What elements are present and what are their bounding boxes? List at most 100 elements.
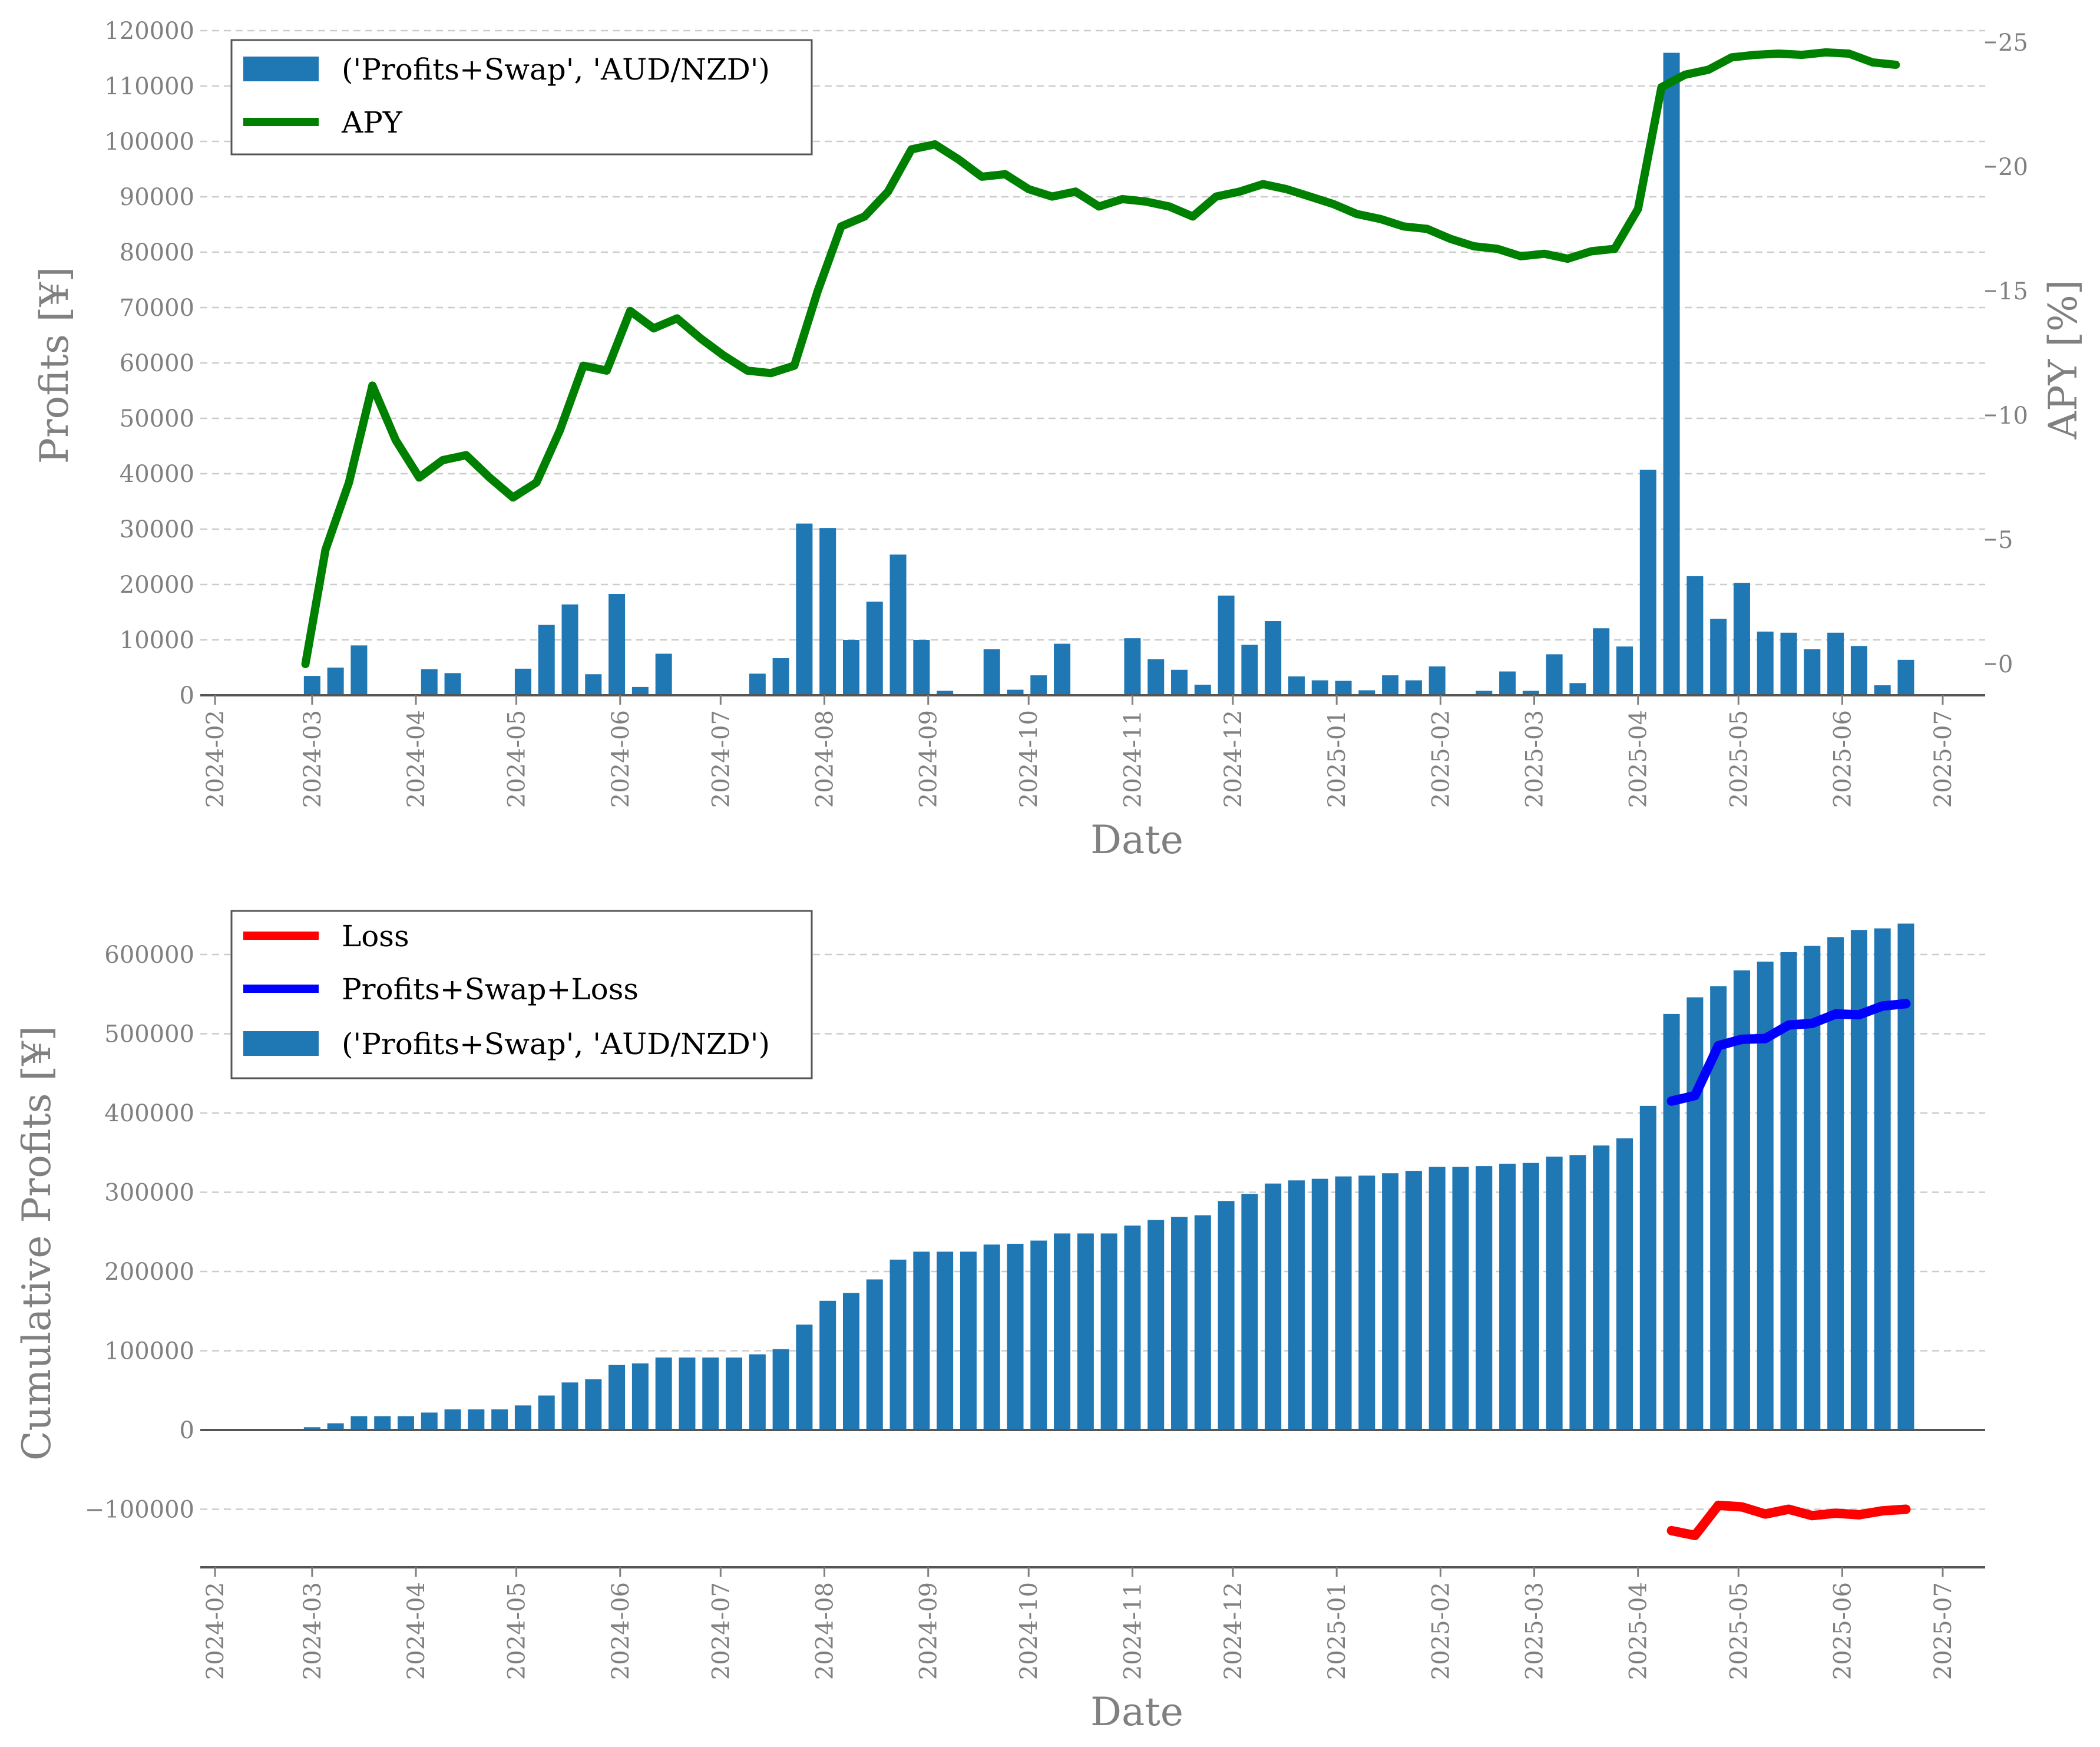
y-tick-label: 110000: [104, 73, 194, 100]
y2-tick-label: 10: [1998, 402, 2028, 430]
x-tick-label: 2024-11: [1119, 1582, 1146, 1680]
bar: [1522, 1163, 1539, 1430]
bar: [1569, 1155, 1586, 1430]
y-tick-label: 10000: [120, 627, 194, 654]
bar: [772, 658, 789, 695]
x-tick-label: 2025-03: [1522, 1582, 1549, 1680]
bar: [1757, 631, 1774, 695]
top-chart-bars: [303, 52, 1914, 696]
top-chart-y2-axis-label: APY [%]: [2041, 280, 2086, 440]
bar: [1171, 1217, 1188, 1430]
top-chart-y2-tick-labels: 0 5 10 15 20 25: [1985, 29, 2028, 678]
top-chart: 0 10000 20000 30000 40000 50000 60000 70000 8000…: [32, 18, 2086, 863]
legend-label-bar: ('Profits+Swap', 'AUD/NZD'): [342, 52, 770, 87]
bar: [819, 528, 836, 695]
bottom-chart-x-tick-labels: 2024-02 2024-03 2024-04 2024-05 2024-06 2024-…: [202, 1567, 1957, 1680]
apy-line: [301, 48, 1900, 668]
bar: [1382, 1173, 1399, 1430]
bottom-chart-legend: Loss Profits+Swap+Loss ('Profits+Swap', …: [230, 910, 813, 1079]
bottom-chart-x-axis-label: Date: [1090, 1689, 1183, 1735]
bar: [819, 1300, 836, 1430]
bottom-chart-y-tick-labels: −100000 0 100000 200000 300000 400000 500000 60…: [85, 942, 194, 1524]
y-tick-label: −100000: [85, 1497, 194, 1524]
x-tick-label: 2024-03: [299, 710, 326, 808]
bar: [913, 640, 930, 695]
y2-tick-label: 15: [1998, 278, 2028, 305]
bar: [585, 674, 602, 695]
bar: [1850, 930, 1867, 1430]
bar: [1358, 1175, 1375, 1430]
x-tick-label: 2025-07: [1930, 710, 1957, 808]
bar: [303, 1427, 320, 1430]
legend-swatch-bar: [243, 1031, 319, 1056]
bar: [1616, 1138, 1633, 1430]
bar: [983, 1244, 1000, 1430]
bar: [679, 1357, 696, 1430]
x-tick-label: 2024-05: [504, 1582, 531, 1680]
bar: [1593, 628, 1610, 695]
x-tick-label: 2025-05: [1725, 1582, 1752, 1680]
x-tick-label: 2024-04: [403, 710, 430, 808]
y-tick-label: 30000: [120, 516, 194, 543]
bar: [1218, 595, 1235, 695]
x-tick-label: 2024-10: [1016, 710, 1043, 808]
x-tick-label: 2024-11: [1119, 710, 1146, 808]
x-tick-label: 2024-08: [812, 1582, 839, 1680]
bar: [303, 676, 320, 695]
x-tick-label: 2025-03: [1522, 710, 1549, 808]
x-tick-label: 2025-04: [1625, 1582, 1652, 1680]
x-tick-label: 2024-09: [915, 710, 942, 808]
bar: [889, 1259, 907, 1430]
y-tick-label: 500000: [104, 1021, 194, 1048]
bar: [1124, 638, 1141, 695]
bar: [960, 1251, 977, 1430]
x-tick-label: 2024-02: [202, 710, 229, 808]
bar: [1171, 669, 1188, 695]
legend-swatch-bar: [243, 57, 319, 81]
y-tick-label: 70000: [120, 295, 194, 322]
bar: [1311, 1178, 1328, 1430]
bar: [1030, 675, 1047, 695]
bar: [937, 1251, 954, 1430]
bar: [421, 1412, 438, 1430]
bar: [1241, 1194, 1258, 1430]
bar: [327, 1423, 344, 1430]
y-tick-label: 100000: [104, 128, 194, 156]
bar: [561, 604, 578, 695]
x-tick-label: 2024-05: [504, 710, 531, 808]
bar: [749, 1354, 766, 1430]
bar: [1147, 1220, 1165, 1430]
bar: [1147, 659, 1165, 695]
bar: [631, 686, 649, 695]
legend-label-apy: APY: [341, 105, 403, 140]
bar: [1405, 1171, 1422, 1430]
bar: [514, 1405, 531, 1430]
bar: [421, 669, 438, 695]
bar: [1218, 1201, 1235, 1430]
bar: [585, 1379, 602, 1430]
bar: [350, 1416, 368, 1430]
bar: [468, 1409, 485, 1430]
x-tick-label: 2025-01: [1324, 710, 1351, 808]
x-tick-label: 2024-07: [707, 1582, 735, 1680]
bar: [1593, 1145, 1610, 1430]
bar: [889, 554, 907, 695]
bar: [1639, 470, 1656, 695]
y2-tick-label: 20: [1998, 154, 2028, 181]
y2-tick-label: 0: [1998, 651, 2013, 678]
bar: [1030, 1240, 1047, 1430]
bar: [937, 691, 954, 695]
top-chart-y-tick-labels: 0 10000 20000 30000 40000 50000 60000 70000 8000…: [104, 18, 194, 709]
bar: [1546, 1156, 1563, 1430]
bar: [1265, 1183, 1282, 1430]
y-tick-label: 200000: [104, 1259, 194, 1286]
bar: [983, 649, 1000, 695]
bar: [1476, 1166, 1493, 1430]
bar: [1054, 1233, 1071, 1430]
bar: [631, 1363, 649, 1430]
bar: [1054, 643, 1071, 695]
bar: [1452, 1167, 1469, 1430]
bar: [397, 1416, 414, 1430]
bar: [842, 1293, 859, 1430]
